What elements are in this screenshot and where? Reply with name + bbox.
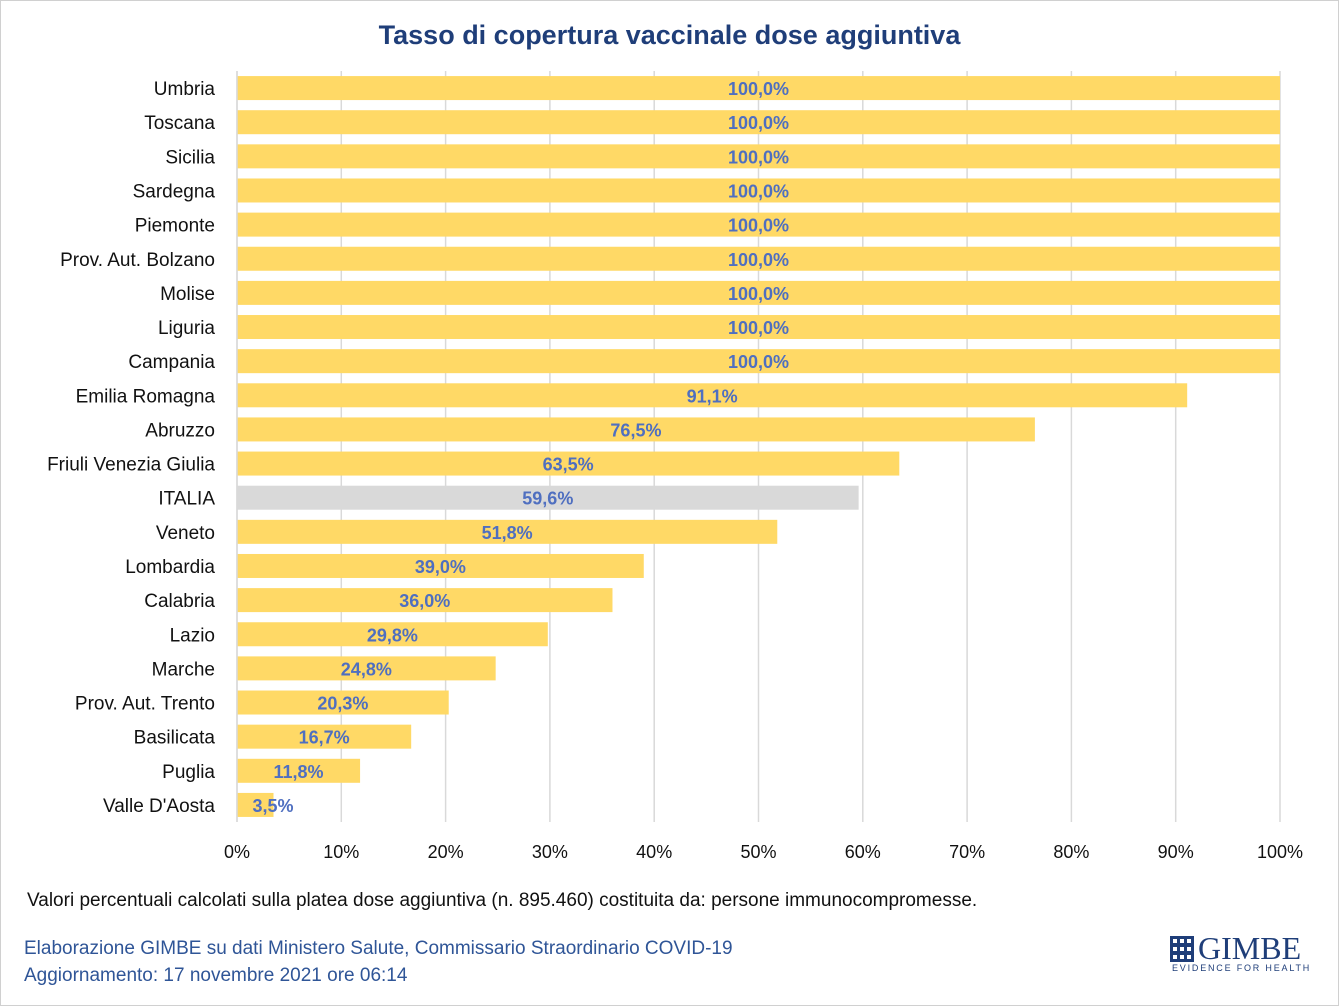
bar	[237, 315, 1280, 340]
category-label: Valle D'Aosta	[103, 796, 215, 817]
x-tick-label: 50%	[740, 842, 776, 862]
gimbe-grid-icon	[1170, 936, 1194, 962]
bar	[237, 178, 1280, 203]
bar	[237, 724, 412, 749]
category-label: Veneto	[156, 523, 215, 544]
category-label: Sardegna	[133, 181, 216, 202]
bar	[237, 553, 644, 578]
logo-name: GIMBE	[1198, 930, 1302, 966]
bar	[237, 690, 449, 715]
bar	[237, 246, 1280, 271]
category-label: Basilicata	[134, 728, 216, 749]
category-label: Liguria	[158, 318, 215, 339]
data-label: 24,8%	[341, 659, 392, 679]
data-label: 100,0%	[728, 318, 789, 338]
data-label: 59,6%	[522, 489, 573, 509]
x-tick-label: 0%	[224, 842, 250, 862]
bar	[237, 485, 859, 510]
bar	[237, 212, 1280, 237]
data-label: 76,5%	[610, 420, 661, 440]
x-tick-label: 80%	[1053, 842, 1089, 862]
x-tick-label: 10%	[323, 842, 359, 862]
bar	[237, 588, 613, 613]
data-label: 11,8%	[274, 762, 324, 782]
data-label: 100,0%	[728, 113, 789, 133]
category-label: Molise	[160, 284, 215, 305]
category-label: Prov. Aut. Bolzano	[60, 250, 215, 271]
x-tick-label: 70%	[949, 842, 985, 862]
data-label: 100,0%	[728, 352, 789, 372]
data-label: 100,0%	[728, 216, 789, 236]
x-tick-label: 20%	[428, 842, 464, 862]
data-label: 20,3%	[317, 694, 368, 714]
category-label: Calabria	[144, 591, 215, 612]
bar	[237, 349, 1280, 374]
category-label: Lombardia	[125, 557, 215, 578]
data-label: 63,5%	[543, 455, 594, 475]
x-tick-label: 30%	[532, 842, 568, 862]
data-label: 3,5%	[252, 796, 293, 816]
category-label: Piemonte	[135, 216, 215, 237]
x-tick-label: 100%	[1257, 842, 1303, 862]
data-label: 51,8%	[482, 523, 533, 543]
bar	[237, 656, 496, 681]
bar	[237, 144, 1280, 169]
category-label: Puglia	[162, 762, 215, 783]
bar	[237, 758, 361, 783]
category-label: Umbria	[154, 79, 216, 100]
credit-line-2: Aggiornamento: 17 novembre 2021 ore 06:1…	[24, 965, 408, 986]
data-label: 29,8%	[367, 625, 418, 645]
bar	[237, 110, 1280, 135]
data-label: 16,7%	[299, 728, 350, 748]
data-label: 100,0%	[728, 79, 789, 99]
x-tick-label: 40%	[636, 842, 672, 862]
logo-tagline: EVIDENCE FOR HEALTH	[1172, 963, 1312, 973]
data-label: 100,0%	[728, 284, 789, 304]
category-label: Campania	[128, 352, 215, 373]
x-tick-label: 60%	[845, 842, 881, 862]
category-label: Marche	[152, 659, 215, 680]
bar	[237, 451, 900, 476]
category-label: Lazio	[170, 625, 215, 646]
data-label: 91,1%	[687, 386, 738, 406]
category-label: Abruzzo	[145, 420, 215, 441]
bar	[237, 622, 548, 647]
bar	[237, 76, 1280, 101]
category-label: Toscana	[144, 113, 215, 134]
chart-title: Tasso di copertura vaccinale dose aggiun…	[378, 20, 961, 50]
credit-line-1: Elaborazione GIMBE su dati Ministero Sal…	[24, 938, 733, 959]
x-tick-label: 90%	[1158, 842, 1194, 862]
footnote: Valori percentuali calcolati sulla plate…	[27, 890, 978, 911]
category-label: ITALIA	[158, 489, 215, 510]
bar	[237, 383, 1188, 408]
bar	[237, 417, 1035, 442]
category-label: Prov. Aut. Trento	[75, 694, 215, 715]
bar-chart: 0% 10% 20% 30% 40% 50% 60% 70% 80% 90% 100% Umbria 1…	[47, 71, 1303, 862]
category-label: Friuli Venezia Giulia	[47, 455, 215, 476]
bar	[237, 280, 1280, 305]
data-label: 39,0%	[415, 557, 466, 577]
data-label: 36,0%	[399, 591, 450, 611]
category-label: Emilia Romagna	[76, 386, 216, 407]
data-label: 100,0%	[728, 181, 789, 201]
gimbe-logo: GIMBE EVIDENCE FOR HEALTH	[1170, 930, 1315, 976]
data-label: 100,0%	[728, 250, 789, 270]
bar	[237, 792, 274, 817]
bar	[237, 519, 778, 544]
category-label: Sicilia	[165, 147, 215, 168]
data-label: 100,0%	[728, 147, 789, 167]
